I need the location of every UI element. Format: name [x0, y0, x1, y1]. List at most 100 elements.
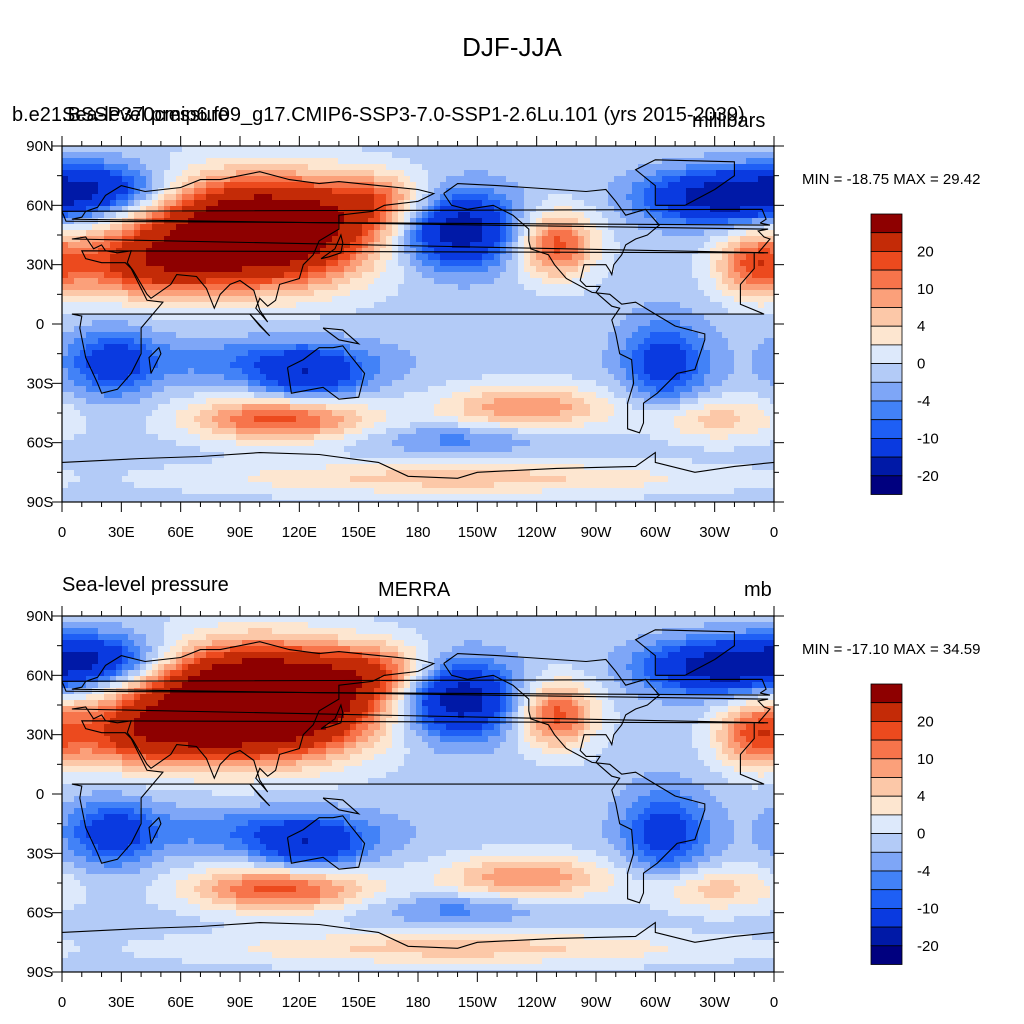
x-tick-label: 0 [58, 994, 66, 1011]
x-tick-label: 120W [517, 994, 557, 1011]
x-tick-label: 90W [581, 524, 613, 541]
colorbar-swatch [870, 777, 903, 797]
panel1-map: 0 30E 60E 90E 120E 150E 180 150W 120W 90W 60W 30W 09… [26, 136, 784, 541]
x-tick-label: 90W [581, 994, 613, 1011]
x-tick-label: 60W [640, 524, 672, 541]
x-tick-label: 180 [405, 994, 430, 1011]
panel2-colorbar: 20 10 4 0 -4 -10 -20 [870, 683, 939, 965]
colorbar-swatch [870, 833, 903, 853]
x-tick-label: 150E [341, 994, 376, 1011]
colorbar-swatch [870, 814, 903, 835]
x-tick-label: 180 [405, 524, 430, 541]
y-tick-label: 30N [26, 257, 54, 274]
panel1-colorbar: 20 10 4 0 -4 -10 -20 [870, 213, 939, 495]
x-tick-label: 120E [282, 994, 317, 1011]
colorbar-label: 10 [917, 751, 934, 768]
colorbar-swatch [870, 232, 903, 252]
colorbar-swatch [870, 400, 903, 421]
y-tick-label: 90S [27, 494, 54, 511]
colorbar-swatch [870, 381, 903, 402]
panel1-case-label: b.e21.BSSP370cmip6.f09_g17.CMIP6-SSP3-7.… [12, 104, 745, 126]
coastline [71, 720, 765, 864]
coastline [286, 345, 366, 400]
coastline [443, 653, 706, 904]
x-tick-label: 120E [282, 524, 317, 541]
coastline [634, 159, 735, 206]
coastline [249, 783, 271, 807]
x-tick-label: 30W [699, 994, 731, 1011]
colorbar-swatch [870, 683, 903, 704]
colorbar-swatch [870, 250, 903, 271]
colorbar-label: -20 [917, 938, 939, 955]
colorbar-swatch [870, 363, 903, 383]
colorbar-swatch [870, 437, 903, 458]
coastline [322, 797, 361, 815]
y-tick-label: 90N [26, 138, 54, 155]
x-tick-label: 150E [341, 524, 376, 541]
y-tick-label: 60N [26, 667, 54, 684]
x-tick-label: 150W [458, 524, 498, 541]
coastline [320, 233, 344, 260]
x-tick-label: 30E [108, 994, 135, 1011]
y-tick-label: 60S [27, 435, 54, 452]
colorbar-swatch [870, 269, 903, 290]
x-tick-label: 90E [227, 994, 254, 1011]
coastline [62, 678, 771, 696]
x-tick-label: 0 [58, 524, 66, 541]
coastline [71, 171, 771, 323]
colorbar-swatch [870, 758, 903, 778]
x-tick-label: 60E [167, 994, 194, 1011]
colorbar-swatch [870, 908, 903, 928]
colorbar-swatch [870, 851, 903, 872]
coastline [443, 183, 706, 434]
panel1-units-label: millibars [692, 110, 766, 132]
y-tick-label: 30N [26, 727, 54, 744]
colorbar-swatch [870, 739, 903, 760]
colorbar-label: 20 [917, 243, 934, 260]
coastline [148, 816, 162, 844]
colorbar-label: 4 [917, 788, 925, 805]
colorbar-swatch [870, 795, 903, 816]
colorbar-swatch [870, 213, 903, 234]
colorbar-label: -4 [917, 393, 930, 410]
colorbar-label: 10 [917, 281, 934, 298]
x-tick-label: 60E [167, 524, 194, 541]
y-tick-label: 60S [27, 905, 54, 922]
y-tick-label: 0 [36, 316, 44, 333]
panel1-minmax: MIN = -18.75 MAX = 29.42 [802, 171, 981, 188]
colorbar-swatch [870, 889, 903, 909]
coastline [249, 313, 271, 337]
x-tick-label: 30E [108, 524, 135, 541]
colorbar-swatch [870, 702, 903, 722]
x-tick-label: 0 [770, 994, 778, 1011]
colorbar-label: -10 [917, 900, 939, 917]
colorbar-label: -20 [917, 468, 939, 485]
colorbar-swatch [870, 307, 903, 327]
x-tick-label: 30W [699, 524, 731, 541]
colorbar-swatch [870, 926, 903, 947]
panel2-minmax: MIN = -17.10 MAX = 34.59 [802, 641, 981, 658]
colorbar-swatch [870, 419, 903, 439]
coastline [71, 641, 771, 793]
colorbar-swatch [870, 325, 903, 346]
x-tick-label: 60W [640, 994, 672, 1011]
colorbar-swatch [870, 721, 903, 741]
y-tick-label: 0 [36, 786, 44, 803]
y-tick-label: 90S [27, 964, 54, 981]
colorbar-swatch [870, 945, 903, 965]
coastline [71, 250, 765, 394]
x-tick-label: 0 [770, 524, 778, 541]
figure-title: DJF-JJA [462, 32, 562, 62]
panel2-units-label: mb [744, 579, 772, 601]
coastline [322, 327, 361, 345]
x-tick-label: 120W [517, 524, 557, 541]
y-tick-label: 90N [26, 608, 54, 625]
colorbar-swatch [870, 344, 903, 364]
y-tick-label: 60N [26, 197, 54, 214]
coastline [286, 815, 366, 870]
coastline [634, 629, 735, 676]
panel2-source-label: MERRA [378, 579, 451, 601]
panel2-map: 0 30E 60E 90E 120E 150E 180 150W 120W 90W 60W 30W 09… [26, 606, 784, 1011]
panel2-variable-label: Sea-level pressure [62, 574, 229, 596]
